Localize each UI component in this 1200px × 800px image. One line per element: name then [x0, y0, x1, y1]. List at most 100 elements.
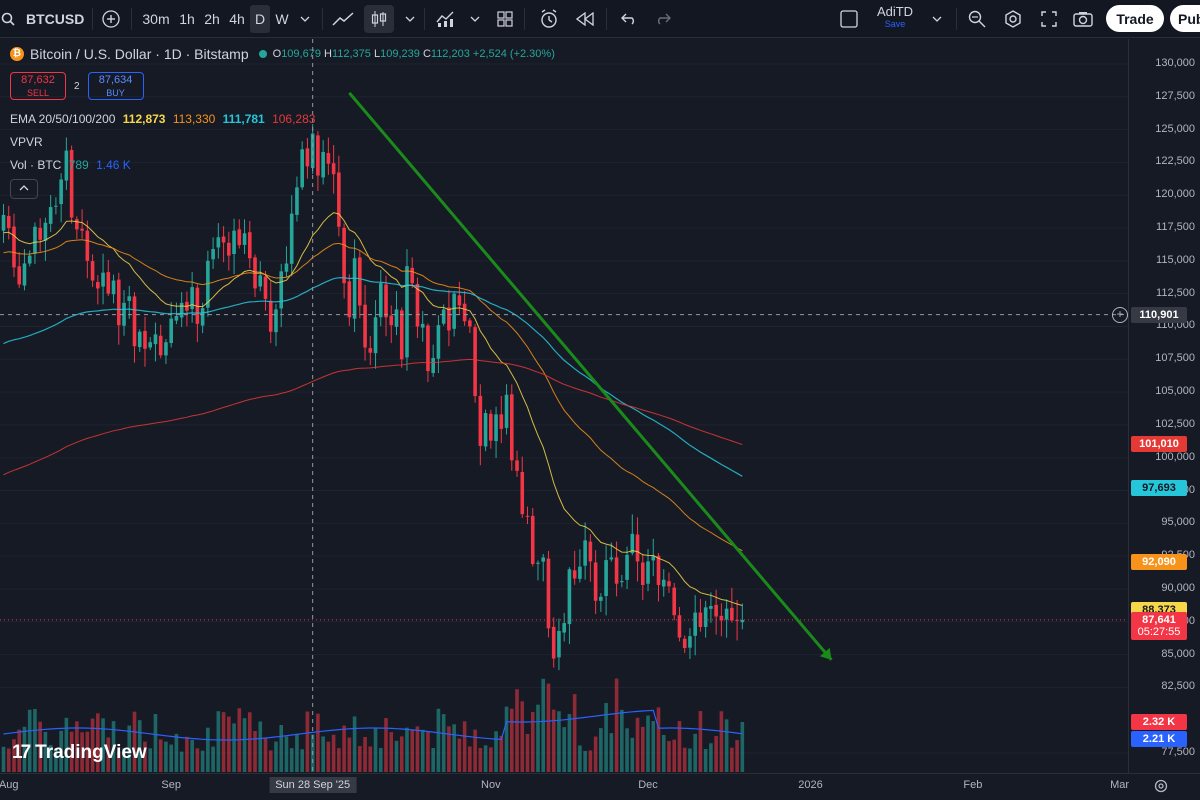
time-axis-settings-icon[interactable] [1154, 779, 1168, 798]
candle-body [677, 615, 682, 638]
vol-value-1: 789 [68, 158, 89, 172]
volume-bar [431, 748, 435, 772]
price-axis[interactable]: 130,000 127,500 125,000 122,500 120,000 117,5… [1128, 39, 1200, 773]
volume-bar [368, 746, 373, 772]
redo-icon[interactable] [648, 0, 678, 38]
candle-body [242, 233, 247, 245]
collapse-legend-button[interactable] [10, 179, 38, 199]
volume-bar [111, 721, 116, 772]
volume-bar [289, 748, 294, 772]
interval-1h[interactable]: 1h [179, 11, 195, 27]
candle-body [520, 472, 525, 515]
candle-body [604, 560, 608, 597]
volume-bar [232, 723, 236, 772]
candle-body [90, 261, 95, 281]
chevron-down-icon[interactable] [460, 0, 490, 38]
vpvr-legend[interactable]: VPVR [10, 135, 43, 149]
candle-body [682, 638, 687, 649]
layout-name[interactable]: AdiTD Save [872, 4, 918, 29]
add-symbol-icon[interactable] [96, 0, 126, 38]
replay-icon[interactable] [570, 0, 600, 38]
candle-body [515, 460, 519, 471]
symbol-title[interactable]: Bitcoin / U.S. Dollar · 1D · Bitstamp [30, 46, 249, 62]
price-tick-label: 107,500 [1155, 352, 1195, 365]
volume-bar [148, 748, 153, 772]
quick-search-icon[interactable] [962, 0, 992, 38]
volume-bar [158, 739, 163, 772]
volume-bar [342, 725, 346, 772]
volume-bar [116, 751, 121, 772]
sell-label: SELL [26, 88, 50, 98]
undo-icon[interactable] [614, 0, 644, 38]
line-chart-icon[interactable] [328, 0, 358, 38]
volume-bar [682, 747, 687, 772]
volume-bar [620, 709, 624, 772]
templates-icon[interactable] [490, 0, 520, 38]
buy-button[interactable]: 87,634 BUY [87, 72, 144, 100]
candle-body [27, 255, 32, 264]
volume-bar [43, 731, 48, 772]
volume-bar [300, 749, 304, 772]
volume-bar [473, 729, 477, 772]
candle-body [410, 267, 415, 284]
time-tick-label: Dec [638, 779, 658, 791]
candle-body [158, 335, 163, 356]
candle-body [672, 587, 677, 616]
candle-body [347, 281, 352, 318]
close-value: 112,203 [430, 48, 470, 60]
volume-bar [593, 736, 598, 772]
interval-4h[interactable]: 4h [229, 11, 245, 27]
chart-pane[interactable] [0, 39, 1128, 773]
sell-button[interactable]: 87,632 SELL [10, 72, 66, 100]
interval-30m[interactable]: 30m [142, 11, 170, 27]
alert-icon[interactable] [534, 0, 564, 38]
candle-body [394, 309, 399, 327]
candle-body [572, 570, 577, 579]
chevron-down-icon[interactable] [922, 0, 952, 38]
candles-icon[interactable] [364, 5, 394, 33]
chevron-down-icon[interactable] [290, 0, 320, 38]
settings-icon[interactable] [998, 0, 1028, 38]
volume-ma-tag: 2.21 K [1131, 731, 1187, 747]
price-tick-label: 105,000 [1155, 385, 1195, 398]
price-tick-label: 122,500 [1155, 155, 1195, 168]
camera-icon[interactable] [1068, 0, 1098, 38]
volume-bar [352, 716, 357, 772]
chart-canvas[interactable] [0, 39, 1128, 773]
layout-icon[interactable] [834, 0, 864, 38]
volume-bar [740, 722, 745, 772]
candle-body [54, 205, 58, 207]
candle-body [483, 413, 488, 447]
trendline-arrowhead [819, 647, 832, 660]
fullscreen-icon[interactable] [1034, 0, 1064, 38]
volume-bar [599, 728, 603, 772]
ema-legend[interactable]: EMA 20/50/100/200 112,873 113,330 111,78… [10, 112, 315, 126]
search-icon[interactable] [0, 0, 20, 38]
interval-w[interactable]: W [275, 11, 289, 27]
indicators-icon[interactable] [432, 0, 462, 38]
symbol-name[interactable]: BTCUSD [26, 11, 85, 27]
candle-body [693, 612, 697, 636]
volume-legend[interactable]: Vol · BTC 789 1.46 K [10, 158, 131, 172]
chevron-down-icon[interactable] [395, 0, 425, 38]
trade-button[interactable]: Trade [1106, 5, 1164, 32]
candle-body [101, 272, 105, 287]
price-tick-label: 127,500 [1155, 89, 1195, 102]
volume-bar [457, 738, 462, 772]
volume-bar [583, 750, 587, 772]
tradingview-logo[interactable]: 17 TradingView [12, 742, 147, 764]
add-alert-plus-icon[interactable]: + [1112, 306, 1128, 323]
interval-d[interactable]: D [250, 5, 270, 33]
publish-button[interactable]: Pub [1170, 5, 1200, 32]
layout-save-text[interactable]: Save [884, 19, 906, 29]
legend: ₿ Bitcoin / U.S. Dollar · 1D · Bitstamp … [10, 46, 555, 62]
time-tick-label: 2026 [798, 779, 823, 791]
volume-bar [38, 721, 42, 772]
candle-body [468, 320, 472, 327]
volume-bar [247, 712, 252, 772]
candle-body [227, 242, 231, 256]
volume-bar [305, 711, 310, 772]
interval-2h[interactable]: 2h [204, 11, 220, 27]
time-axis[interactable]: Aug Sep Sun 28 Sep '25 Nov Dec 2026 Feb Mar [0, 773, 1200, 800]
volume-bar [227, 716, 231, 772]
